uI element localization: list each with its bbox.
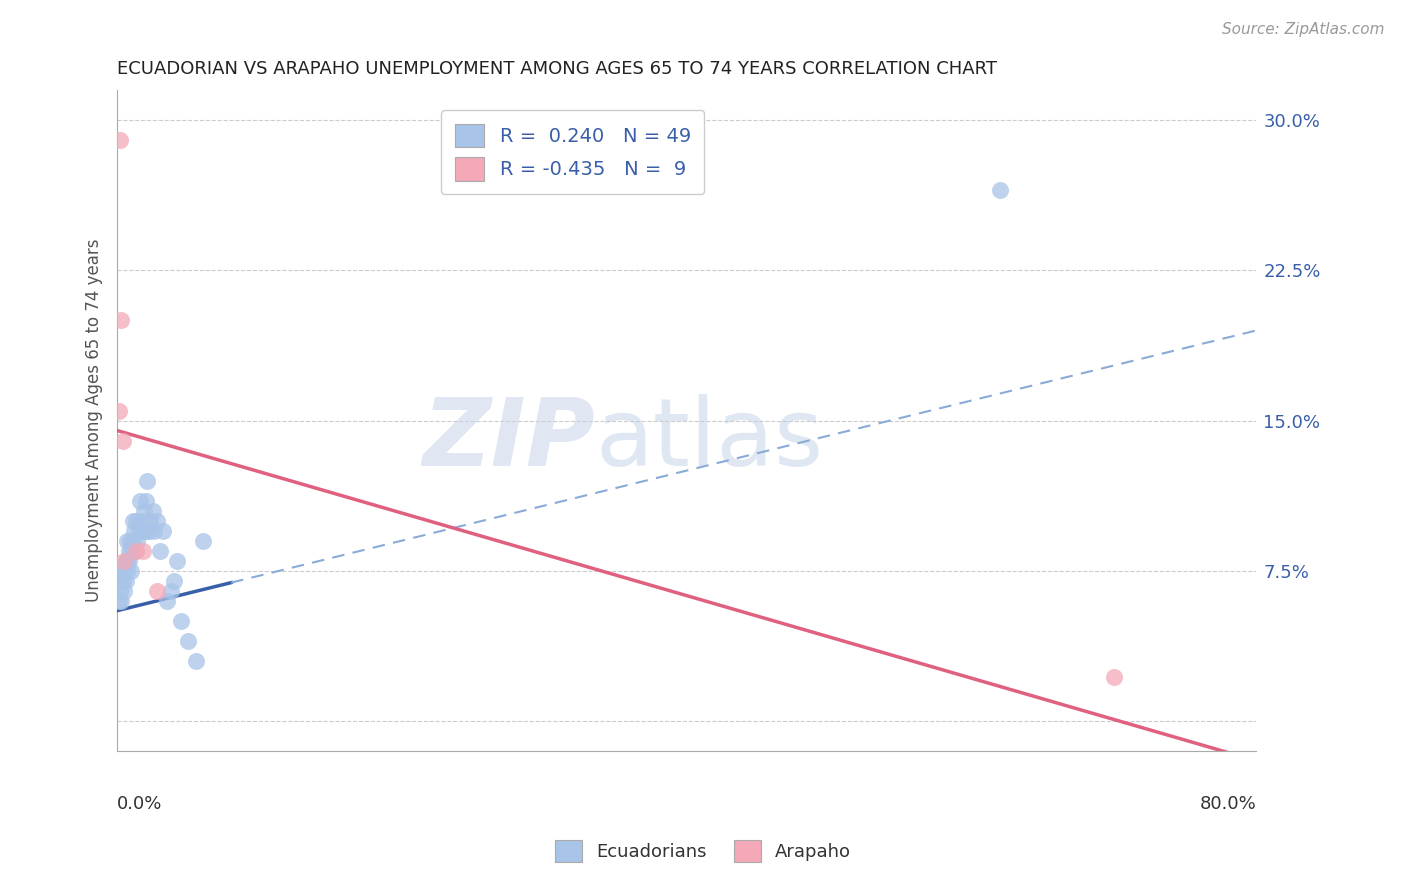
- Point: [111, 564, 134, 578]
- Point: [163, 574, 186, 588]
- Point: [149, 543, 172, 558]
- Point: [115, 564, 138, 578]
- Point: [184, 654, 207, 668]
- Point: [120, 543, 142, 558]
- Point: [107, 403, 129, 417]
- Text: 0.0%: 0.0%: [117, 795, 163, 813]
- Point: [112, 564, 135, 578]
- Point: [125, 514, 148, 528]
- Point: [110, 593, 132, 607]
- Point: [124, 524, 146, 538]
- Point: [988, 183, 1011, 197]
- Point: [135, 493, 157, 508]
- Point: [146, 514, 169, 528]
- Point: [135, 524, 157, 538]
- Legend: Ecuadorians, Arapaho: Ecuadorians, Arapaho: [547, 833, 859, 870]
- Point: [114, 574, 136, 588]
- Y-axis label: Unemployment Among Ages 65 to 74 years: Unemployment Among Ages 65 to 74 years: [86, 239, 103, 602]
- Point: [191, 533, 214, 548]
- Point: [166, 554, 188, 568]
- Point: [110, 313, 132, 327]
- Point: [108, 574, 131, 588]
- Text: Source: ZipAtlas.com: Source: ZipAtlas.com: [1222, 22, 1385, 37]
- Point: [112, 554, 135, 568]
- Point: [143, 524, 166, 538]
- Point: [120, 564, 142, 578]
- Point: [115, 554, 138, 568]
- Point: [136, 474, 159, 488]
- Point: [138, 524, 160, 538]
- Text: atlas: atlas: [596, 394, 824, 486]
- Point: [177, 633, 200, 648]
- Point: [114, 554, 136, 568]
- Point: [128, 524, 150, 538]
- Point: [132, 524, 155, 538]
- Point: [121, 514, 143, 528]
- Point: [139, 514, 162, 528]
- Point: [110, 564, 132, 578]
- Point: [125, 543, 148, 558]
- Point: [115, 533, 138, 548]
- Point: [1102, 670, 1125, 684]
- Point: [134, 503, 156, 517]
- Point: [111, 434, 134, 448]
- Text: 80.0%: 80.0%: [1199, 795, 1257, 813]
- Text: ZIP: ZIP: [423, 394, 596, 486]
- Point: [112, 583, 135, 598]
- Point: [108, 583, 131, 598]
- Point: [127, 533, 149, 548]
- Point: [146, 583, 169, 598]
- Point: [107, 593, 129, 607]
- Text: ECUADORIAN VS ARAPAHO UNEMPLOYMENT AMONG AGES 65 TO 74 YEARS CORRELATION CHART: ECUADORIAN VS ARAPAHO UNEMPLOYMENT AMONG…: [117, 60, 997, 78]
- Point: [142, 503, 165, 517]
- Legend: R =  0.240   N = 49, R = -0.435   N =  9: R = 0.240 N = 49, R = -0.435 N = 9: [441, 110, 704, 194]
- Point: [129, 493, 152, 508]
- Point: [152, 524, 174, 538]
- Point: [117, 554, 139, 568]
- Point: [121, 533, 143, 548]
- Point: [108, 133, 131, 147]
- Point: [160, 583, 183, 598]
- Point: [111, 574, 134, 588]
- Point: [132, 543, 155, 558]
- Point: [131, 514, 153, 528]
- Point: [117, 543, 139, 558]
- Point: [125, 543, 148, 558]
- Point: [156, 593, 179, 607]
- Point: [118, 533, 141, 548]
- Point: [170, 614, 193, 628]
